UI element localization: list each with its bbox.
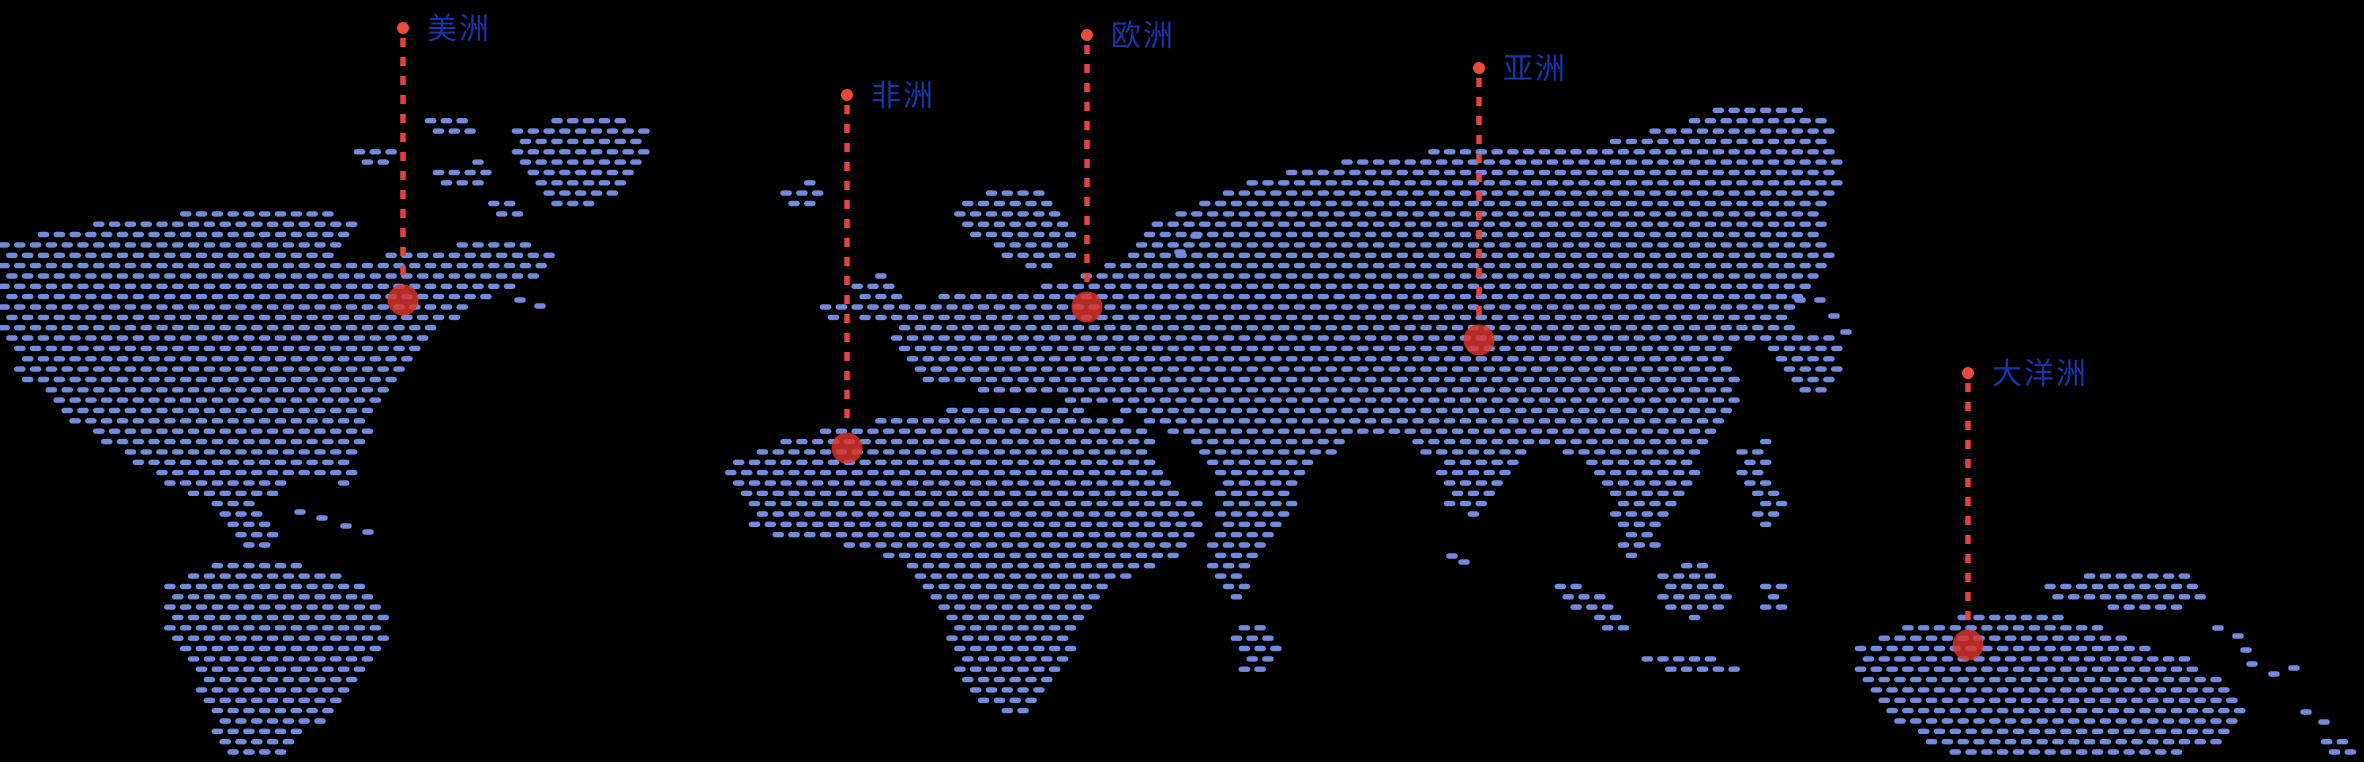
marker-group-oceania: 大洋洲 bbox=[1952, 358, 2088, 661]
marker-group-europe: 欧洲 bbox=[1071, 20, 1175, 323]
marker-group-africa: 非洲 bbox=[831, 80, 935, 464]
map-dots-layer bbox=[0, 107, 2357, 755]
marker-head-dot-asia bbox=[1473, 62, 1485, 74]
continent-marker-americas[interactable] bbox=[387, 284, 419, 316]
continent-label-africa: 非洲 bbox=[871, 80, 935, 113]
continent-label-europe: 欧洲 bbox=[1111, 20, 1175, 53]
continent-marker-africa[interactable] bbox=[831, 432, 863, 464]
marker-head-dot-americas bbox=[397, 22, 409, 34]
marker-head-dot-africa bbox=[841, 89, 853, 101]
continent-label-asia: 亚洲 bbox=[1503, 53, 1567, 86]
marker-head-dot-europe bbox=[1081, 29, 1093, 41]
continent-marker-europe[interactable] bbox=[1071, 291, 1103, 323]
continent-marker-asia[interactable] bbox=[1463, 324, 1495, 356]
continent-label-americas: 美洲 bbox=[427, 13, 491, 46]
continent-marker-oceania[interactable] bbox=[1952, 629, 1984, 661]
marker-group-americas: 美洲 bbox=[387, 13, 491, 316]
marker-group-asia: 亚洲 bbox=[1463, 53, 1567, 356]
continent-label-oceania: 大洋洲 bbox=[1992, 358, 2088, 391]
marker-head-dot-oceania bbox=[1962, 367, 1974, 379]
